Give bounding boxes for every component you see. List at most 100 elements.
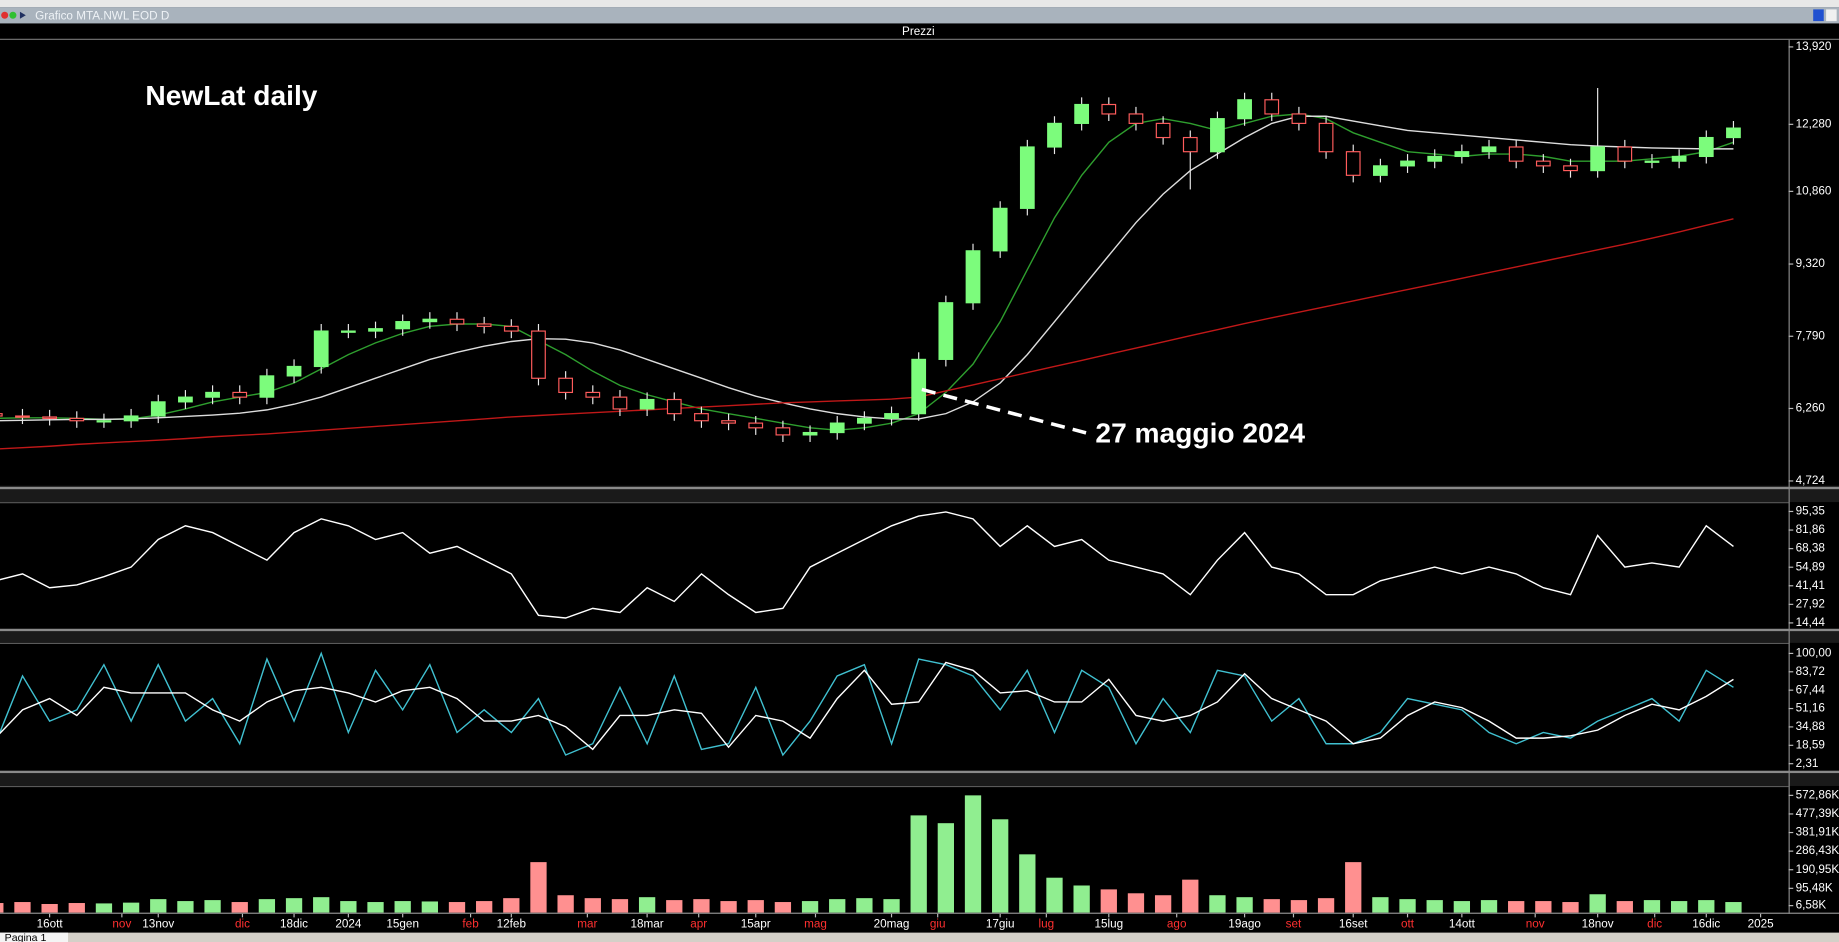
volume-bar <box>41 903 58 913</box>
volume-bar <box>68 903 85 913</box>
candle-body <box>1291 113 1307 124</box>
volume-bar <box>1263 899 1280 913</box>
candle-body <box>476 323 492 327</box>
volume-bar <box>448 902 466 913</box>
y-tick-label: 67,44 <box>1796 683 1826 696</box>
candle-body <box>368 328 383 332</box>
y-tick-label: 81,86 <box>1796 523 1825 536</box>
candle-body <box>1182 136 1198 153</box>
volume-bar <box>747 900 764 913</box>
tab-label[interactable]: Pagina 1 <box>5 932 47 942</box>
y-tick-label: 13,920 <box>1796 40 1832 53</box>
panel-title: Prezzi <box>902 25 935 38</box>
top-edge <box>0 0 1839 8</box>
volume-bar <box>801 901 819 913</box>
window-icon[interactable] <box>1 11 9 19</box>
candle-body <box>1155 122 1171 139</box>
x-tick-label: lug <box>1039 917 1055 930</box>
y-tick-label: 190,95K <box>1796 863 1839 876</box>
volume-bar <box>992 819 1009 913</box>
candle-body <box>1210 118 1225 153</box>
x-tick-label: set <box>1286 917 1302 930</box>
volume-bar <box>1562 902 1579 913</box>
volume-bar <box>530 862 547 913</box>
volume-bar <box>1019 854 1036 913</box>
panel <box>0 87 1741 450</box>
volume-bar <box>1073 885 1090 913</box>
x-tick-label: 15lug <box>1094 917 1123 930</box>
x-tick-label: giu <box>930 917 946 930</box>
candle-body <box>1373 165 1388 176</box>
panel <box>0 511 1734 619</box>
candle-body <box>558 377 574 394</box>
y-tick-label: 14,44 <box>1796 616 1826 629</box>
x-tick-label: 18mar <box>631 917 664 930</box>
x-tick-label: 16dic <box>1692 917 1720 930</box>
volume-bar <box>1154 895 1172 913</box>
candle-body <box>884 413 899 419</box>
x-tick-label: 15apr <box>741 917 771 930</box>
volume-bar <box>0 903 4 913</box>
candle-body <box>42 416 58 419</box>
candle-body <box>666 398 682 415</box>
candle-body <box>639 398 655 410</box>
annotation: 27 maggio 2024 <box>1095 418 1305 449</box>
candle-body <box>911 358 927 415</box>
volume-bar <box>1426 900 1443 913</box>
volume-bar <box>340 901 357 913</box>
x-tick-label: ott <box>1401 917 1415 930</box>
y-tick-label: 4,724 <box>1796 474 1826 487</box>
panel-separator <box>0 770 1839 774</box>
volume-bar <box>584 898 601 913</box>
candle-body <box>15 415 30 418</box>
annotation: NewLat daily <box>145 80 317 111</box>
x-tick-label: 16ott <box>37 917 64 930</box>
candle-body <box>422 318 438 323</box>
volume-bar <box>231 902 248 913</box>
annotation-arrow <box>921 387 1087 435</box>
candle-body <box>612 396 628 410</box>
tab[interactable] <box>0 932 69 942</box>
x-tick-label: dic <box>1647 917 1662 930</box>
candle-body <box>286 365 302 377</box>
volume-bar <box>1100 889 1117 913</box>
candle-body <box>259 375 275 398</box>
panel <box>0 651 1734 757</box>
volume-bar <box>1616 901 1633 913</box>
panel <box>0 795 1742 913</box>
window-button[interactable] <box>1813 9 1824 22</box>
candle-body <box>0 413 3 417</box>
y-tick-label: 95,48K <box>1796 881 1833 894</box>
candle-body <box>340 330 356 333</box>
x-tick-label: 2025 <box>1748 917 1775 930</box>
y-tick-label: 54,89 <box>1796 560 1825 573</box>
x-tick-label: 14ott <box>1449 917 1476 930</box>
x-tick-label: 2024 <box>335 917 362 930</box>
volume-bar <box>150 899 167 913</box>
volume-bar <box>258 899 276 913</box>
volume-bar <box>1535 901 1552 913</box>
volume-bar <box>503 898 520 913</box>
candle-body <box>965 250 981 304</box>
candle-body <box>1237 99 1252 120</box>
window-icon[interactable] <box>9 11 17 19</box>
window-button[interactable] <box>1826 9 1837 22</box>
volume-bar <box>1372 897 1389 913</box>
x-tick-label: nov <box>1526 917 1545 930</box>
volume-bar <box>557 895 574 913</box>
x-tick-label: dic <box>235 917 250 930</box>
panel-separator <box>0 628 1839 632</box>
candle-body <box>1345 151 1361 176</box>
candle-body <box>1074 103 1090 124</box>
y-tick-label: 10,860 <box>1796 184 1832 197</box>
volume-bar <box>638 897 656 913</box>
candle-body <box>1318 122 1334 153</box>
candle-body <box>1617 146 1633 162</box>
window-icon[interactable] <box>19 11 26 19</box>
candle-body <box>1400 160 1415 167</box>
volume-bar <box>1453 901 1471 913</box>
candle-body <box>531 330 546 379</box>
